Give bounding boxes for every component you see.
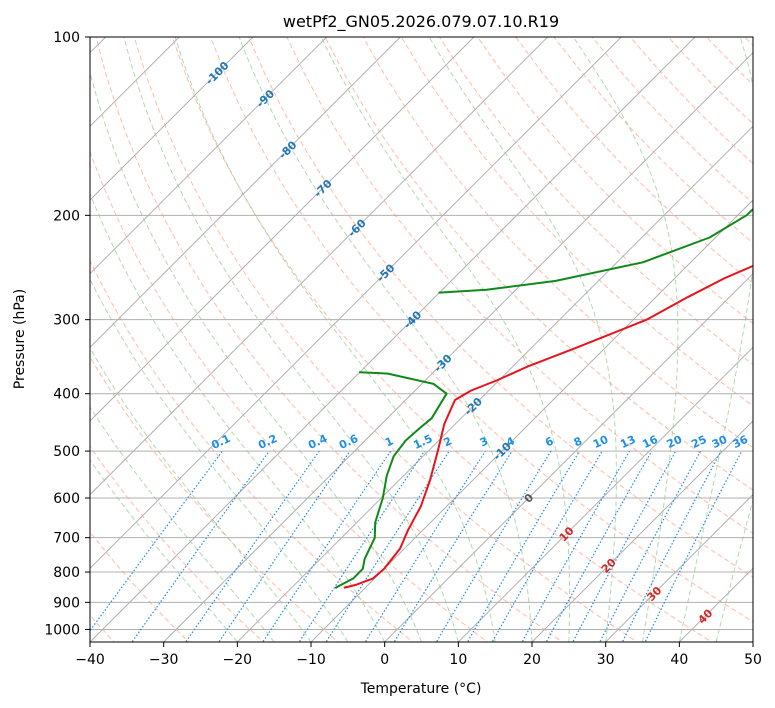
isotherm-line [90,37,549,496]
x-tick-label: −30 [149,652,179,668]
moist-adiabat-line [238,37,533,642]
isotherm-line [90,37,328,275]
x-axis-label: Temperature (°C) [360,681,482,697]
isotherm-line [457,346,753,642]
temperature-profile-line [343,264,753,589]
isotherm-line [162,51,753,642]
x-tick-label: 30 [597,652,615,668]
isotherm-line [383,272,753,642]
moist-adiabat-line [90,459,238,642]
mixing-ratio-line [393,450,513,642]
x-tick-label: −10 [296,652,326,668]
plot-frame [89,36,754,643]
isotherm-line [236,125,753,642]
mixing-ratio-line [185,450,320,642]
moist-adiabat-line [572,37,679,642]
x-tick-label: 10 [449,652,467,668]
mixing-ratio-label: 10 [591,433,611,451]
mixing-ratio-line [262,450,392,642]
isotherm-line [531,420,753,642]
moist-adiabat-line [174,37,496,642]
mixing-ratio-label: 36 [731,433,751,451]
isotherm-line [90,37,623,570]
isotherm-line [90,37,254,201]
mixing-ratio-label: 13 [618,433,637,451]
mixing-ratio-label: 25 [689,433,708,451]
chart-title: wetPf2_GN05.2026.079.07.10.R19 [283,12,559,32]
mixing-ratio-line [435,450,552,642]
mixing-ratio-line [90,450,223,632]
dewpoint-upper-profile-line [438,207,753,294]
moist-adiabat-line [123,37,459,642]
y-axis-ticks: 100 200 300 400 500 600 700 800 900 1000 [44,30,90,638]
mixing-ratio-line [491,450,603,642]
dry-adiabat-line [90,150,489,642]
dry-adiabat-line [324,37,753,491]
mixing-ratio-line [325,450,450,642]
y-tick-label: 900 [53,595,80,611]
isotherm-line [310,199,753,642]
y-axis-label: Pressure (hPa) [12,289,28,389]
mixing-ratio-line [644,450,743,642]
x-axis-ticks: −40 −30 −20 −10 0 10 20 30 40 50 [75,642,762,668]
y-tick-label: 400 [53,387,80,403]
mixing-ratio-line [218,450,351,642]
moist-adiabat-line [90,70,422,642]
moist-adiabat-line [90,406,275,642]
moist-adiabat-line [320,37,571,642]
isotherm-line [90,37,696,642]
mixing-ratio-label: 30 [710,433,730,451]
mixing-ratio-line [621,450,722,642]
dry-adiabat-line [477,37,753,325]
moist-adiabat-line [678,37,753,642]
moist-adiabat-line [90,192,386,642]
x-tick-label: −40 [75,652,105,668]
dewpoint-profile-line [334,371,448,589]
isotherm-line [90,37,475,422]
isotherm-line [90,37,402,349]
y-tick-label: 300 [53,313,80,329]
dry-adiabat-line [90,356,340,642]
y-tick-label: 600 [53,491,80,507]
x-tick-label: −20 [223,652,253,668]
gridlines [90,37,753,642]
mixing-ratio-line [298,450,425,642]
mixing-ratio-lines [90,450,743,642]
y-tick-label: 800 [53,565,80,581]
x-tick-label: 40 [670,652,688,668]
series-layer [334,207,753,589]
mixing-ratio-line [599,450,702,642]
y-tick-label: 1000 [44,622,80,638]
y-tick-label: 100 [53,30,80,46]
dry-adiabat-line [90,445,265,642]
dry-adiabat-line [95,37,564,642]
x-tick-label: 20 [523,652,541,668]
dry-adiabat-line [286,37,753,534]
moist-adiabat-line [428,37,617,642]
y-tick-label: 200 [53,208,80,224]
x-tick-label: 50 [744,652,762,668]
dry-adiabat-line [362,37,753,449]
moist-adiabat-line [90,278,349,642]
y-tick-label: 500 [53,444,80,460]
moist-adiabat-line [715,497,753,642]
mixing-ratio-line [572,450,677,642]
dry-adiabat-line [438,37,753,366]
isotherm-line [604,493,753,642]
x-tick-label: 0 [380,652,389,668]
y-tick-label: 700 [53,531,80,547]
mixing-ratio-line [131,450,270,642]
mixing-ratio-line [364,450,486,642]
mixing-ratio-line [466,450,580,642]
mixing-ratio-label: 20 [665,433,685,451]
mixing-ratio-label: 16 [640,433,660,451]
